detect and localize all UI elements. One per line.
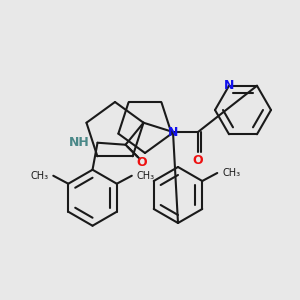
Text: N: N (224, 79, 234, 92)
Text: CH₃: CH₃ (30, 171, 48, 181)
Text: CH₃: CH₃ (137, 171, 155, 181)
Text: N: N (168, 125, 178, 139)
Text: NH: NH (69, 136, 89, 149)
Text: O: O (136, 156, 147, 169)
Text: CH₃: CH₃ (222, 168, 240, 178)
Text: O: O (193, 154, 203, 166)
